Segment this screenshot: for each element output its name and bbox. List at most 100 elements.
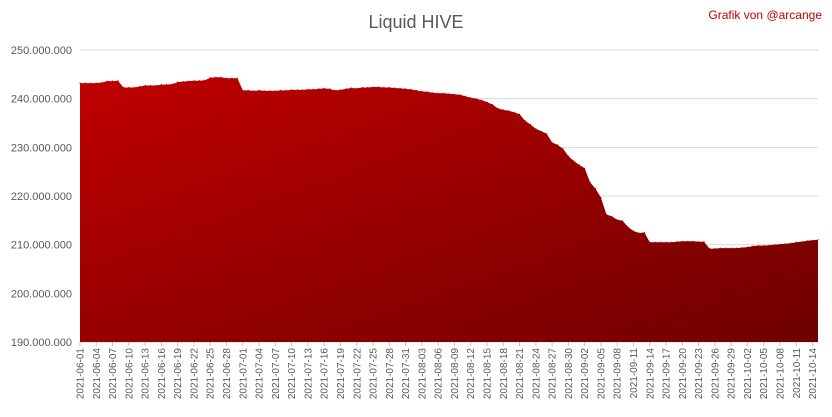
data-point — [258, 89, 260, 91]
data-point — [215, 76, 217, 78]
data-point — [383, 86, 385, 89]
data-point — [502, 109, 504, 111]
x-tick-label: 2021-08-21 — [515, 348, 526, 400]
data-point — [405, 88, 407, 90]
x-tick-label: 2021-06-22 — [189, 348, 200, 400]
data-point — [301, 89, 304, 91]
data-point — [323, 87, 325, 89]
data-point — [790, 242, 792, 244]
data-point — [155, 84, 157, 87]
data-point — [681, 240, 683, 242]
data-point — [556, 144, 559, 146]
x-tick-label: 2021-08-12 — [466, 348, 477, 400]
y-tick-label: 210.000.000 — [11, 240, 72, 252]
data-point — [779, 243, 781, 245]
data-point — [415, 89, 417, 91]
data-point — [193, 80, 195, 82]
data-point — [361, 86, 363, 89]
data-point — [291, 89, 293, 91]
x-tick-label: 2021-10-14 — [808, 348, 819, 400]
x-tick-label: 2021-08-09 — [450, 348, 461, 400]
data-point — [573, 160, 575, 162]
data-point — [812, 239, 814, 241]
data-point — [122, 86, 124, 89]
data-point — [285, 89, 287, 91]
y-tick-label: 250.000.000 — [11, 45, 72, 57]
data-point — [605, 213, 608, 216]
data-point — [801, 241, 803, 243]
data-point — [464, 95, 466, 97]
data-point — [225, 77, 228, 79]
data-point — [529, 123, 532, 126]
data-point — [345, 88, 347, 90]
data-point — [627, 226, 629, 228]
data-point — [752, 245, 754, 247]
data-point — [171, 83, 173, 85]
data-point — [470, 97, 472, 99]
x-tick-label: 2021-08-27 — [548, 348, 559, 400]
x-tick-label: 2021-06-07 — [108, 348, 119, 400]
data-point — [220, 76, 222, 78]
data-point — [236, 77, 238, 79]
y-tick-label: 200.000.000 — [11, 288, 72, 300]
data-point — [448, 93, 450, 95]
data-point — [377, 86, 380, 88]
data-point — [117, 80, 119, 82]
data-point — [198, 80, 200, 82]
data-point — [746, 246, 749, 248]
x-tick-label: 2021-06-04 — [92, 348, 103, 400]
data-point — [763, 245, 765, 247]
data-point — [399, 87, 401, 89]
data-point — [432, 92, 434, 94]
data-point — [692, 240, 694, 242]
x-tick-label: 2021-07-25 — [369, 348, 380, 400]
data-point — [600, 196, 602, 199]
x-tick-label: 2021-09-20 — [678, 348, 689, 400]
data-point — [725, 247, 727, 249]
x-tick-label: 2021-08-24 — [531, 348, 542, 400]
x-tick-label: 2021-07-22 — [352, 348, 363, 400]
data-point — [318, 88, 320, 90]
data-point — [676, 241, 678, 243]
y-tick-label: 220.000.000 — [11, 191, 72, 203]
data-point — [242, 89, 244, 91]
x-tick-label: 2021-07-19 — [336, 348, 347, 400]
data-point — [795, 241, 797, 243]
data-point — [280, 89, 282, 91]
data-point — [421, 90, 423, 92]
data-point — [784, 243, 787, 245]
x-tick-label: 2021-09-29 — [727, 348, 738, 400]
data-point — [660, 241, 662, 243]
data-point — [817, 239, 819, 241]
data-point — [546, 133, 548, 135]
x-tick-label: 2021-08-06 — [434, 348, 445, 400]
y-tick-label: 190.000.000 — [11, 337, 72, 349]
data-point — [730, 247, 732, 249]
data-point — [453, 93, 455, 95]
data-point — [231, 77, 233, 79]
data-point — [687, 240, 689, 242]
data-point — [481, 99, 483, 101]
data-point — [459, 94, 461, 96]
data-point — [329, 88, 331, 90]
data-point — [133, 86, 135, 89]
data-point — [654, 241, 656, 243]
y-tick-label: 240.000.000 — [11, 94, 72, 106]
data-point — [296, 89, 298, 91]
data-point — [95, 82, 97, 84]
data-point — [426, 91, 428, 93]
data-point — [632, 230, 635, 232]
data-point — [443, 92, 445, 94]
x-tick-label: 2021-08-18 — [499, 348, 510, 400]
x-tick-label: 2021-06-16 — [157, 348, 168, 400]
data-point — [806, 240, 808, 242]
data-point — [578, 164, 580, 166]
data-point — [177, 81, 179, 83]
data-point — [160, 84, 162, 86]
data-point — [112, 80, 114, 82]
data-point — [524, 120, 526, 122]
data-point — [437, 92, 439, 94]
data-point — [567, 155, 570, 157]
data-point — [139, 85, 141, 88]
data-point — [334, 89, 336, 91]
